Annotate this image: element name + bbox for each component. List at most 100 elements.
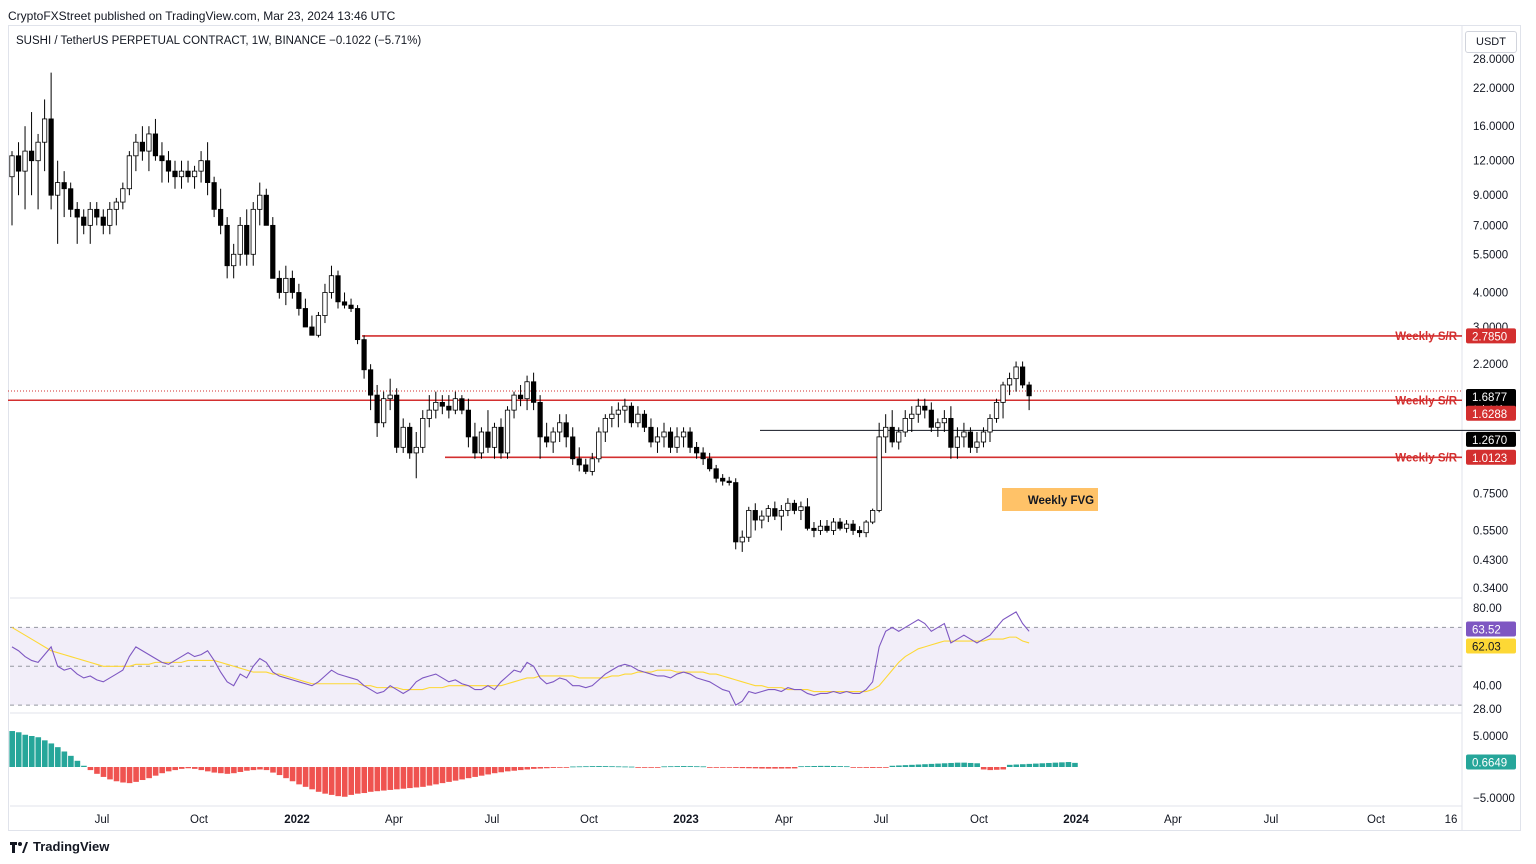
histogram-bar [42, 740, 48, 767]
candle-body [817, 525, 824, 531]
time-axis-label: Jul [485, 814, 500, 826]
price-tag-level: 1.2670 [1472, 435, 1507, 447]
candle-body [22, 150, 28, 172]
histogram-bar [876, 767, 883, 768]
candle-body [785, 502, 791, 511]
rsi-axis-label: 28.00 [1473, 704, 1502, 716]
histogram-bar [133, 767, 139, 782]
candle-body [283, 277, 289, 293]
histogram-bar [48, 743, 55, 767]
histogram-bar [1013, 764, 1020, 767]
candle-body [576, 458, 582, 466]
histogram-bar [354, 767, 361, 794]
candle-body [596, 431, 602, 460]
histogram-bar [993, 767, 1000, 770]
price-tag-level-bg [1466, 431, 1516, 447]
histogram-bar [609, 766, 615, 768]
histogram-bar [726, 767, 733, 768]
candle-body [726, 480, 732, 483]
histogram-bar [1059, 762, 1065, 767]
candle-body [446, 405, 452, 411]
histogram-bar [1072, 762, 1078, 767]
candle-body [218, 208, 224, 226]
candle-body [804, 506, 811, 529]
histogram-bar [335, 767, 341, 797]
histogram-bar [817, 765, 824, 767]
histogram-bar [830, 766, 837, 767]
rsi-ma-tag-bg [1466, 638, 1516, 654]
histogram-bar [9, 731, 15, 767]
histogram-bar [394, 767, 400, 790]
histogram-bar [152, 767, 159, 776]
histogram-bar [746, 767, 752, 769]
histogram-bar [1046, 762, 1052, 767]
rsi-tag: 63.52 [1472, 625, 1501, 637]
histogram-bar [315, 767, 322, 792]
candle-body [680, 431, 687, 438]
histogram-bar [824, 765, 830, 767]
histogram-bar [622, 766, 628, 768]
candle-body [302, 308, 309, 328]
candle-body [426, 409, 432, 419]
histogram-bar [459, 767, 465, 780]
candle-body [172, 170, 178, 178]
candle-body [759, 515, 765, 521]
histogram-bar [368, 767, 374, 792]
candle-body [772, 508, 778, 517]
candle-body [354, 308, 361, 341]
histogram-bar [837, 766, 844, 767]
candle-body [778, 510, 784, 517]
histogram-bar [224, 767, 231, 774]
price-axis-label: 12.0000 [1473, 156, 1515, 168]
price-axis-label: 7.0000 [1473, 220, 1508, 232]
histogram-bar [185, 767, 192, 769]
histogram-bar [531, 767, 537, 769]
rsi-line [11, 611, 1030, 706]
histogram-bar [1033, 763, 1039, 767]
candle-body [544, 436, 550, 443]
candle-body [746, 510, 752, 538]
histogram-bar [146, 767, 152, 779]
histogram-bar [517, 767, 524, 771]
hist-axis-label: −5.0000 [1473, 793, 1515, 805]
histogram-bar [159, 767, 165, 774]
price-tag-sr-lower: 1.0123 [1472, 453, 1507, 465]
candle-body [928, 409, 934, 428]
candle-body [400, 426, 406, 448]
histogram-bar [74, 760, 81, 767]
histogram-bar [850, 767, 857, 768]
currency-button[interactable]: USDT [1465, 31, 1517, 53]
candle-body [185, 170, 191, 178]
candle-body [107, 208, 113, 226]
rsi-ma-line [11, 626, 1030, 693]
histogram-bar [909, 764, 915, 767]
histogram-bar [309, 767, 315, 790]
histogram-bar [870, 767, 876, 768]
price-tag-sr-upper: 2.7850 [1472, 331, 1507, 343]
histogram-bar [1000, 767, 1007, 770]
histogram-bar [126, 767, 133, 784]
histogram-bar [328, 767, 335, 795]
hist-tag: 0.6649 [1472, 758, 1507, 770]
histogram-bar [22, 734, 29, 767]
price-axis-label: 28.0000 [1473, 54, 1515, 66]
candle-body [557, 422, 563, 433]
tradingview-footer[interactable]: TradingView [10, 839, 109, 854]
histogram-bar [733, 767, 739, 768]
histogram-bar [61, 751, 68, 767]
candle-body [328, 275, 335, 293]
histogram-bar [713, 767, 720, 768]
histogram-bar [191, 767, 198, 769]
histogram-bar [1026, 763, 1033, 767]
candle-body [550, 431, 556, 443]
candle-body [296, 292, 302, 309]
price-axis-label: 0.3400 [1473, 583, 1508, 595]
publisher-line: CryptoFXStreet published on TradingView.… [8, 9, 396, 23]
time-axis-label: Oct [580, 814, 599, 826]
histogram-bar [172, 767, 178, 771]
candle-body [570, 436, 576, 460]
histogram-bar [628, 766, 635, 768]
histogram-bar [94, 767, 100, 774]
candle-body [74, 208, 80, 218]
